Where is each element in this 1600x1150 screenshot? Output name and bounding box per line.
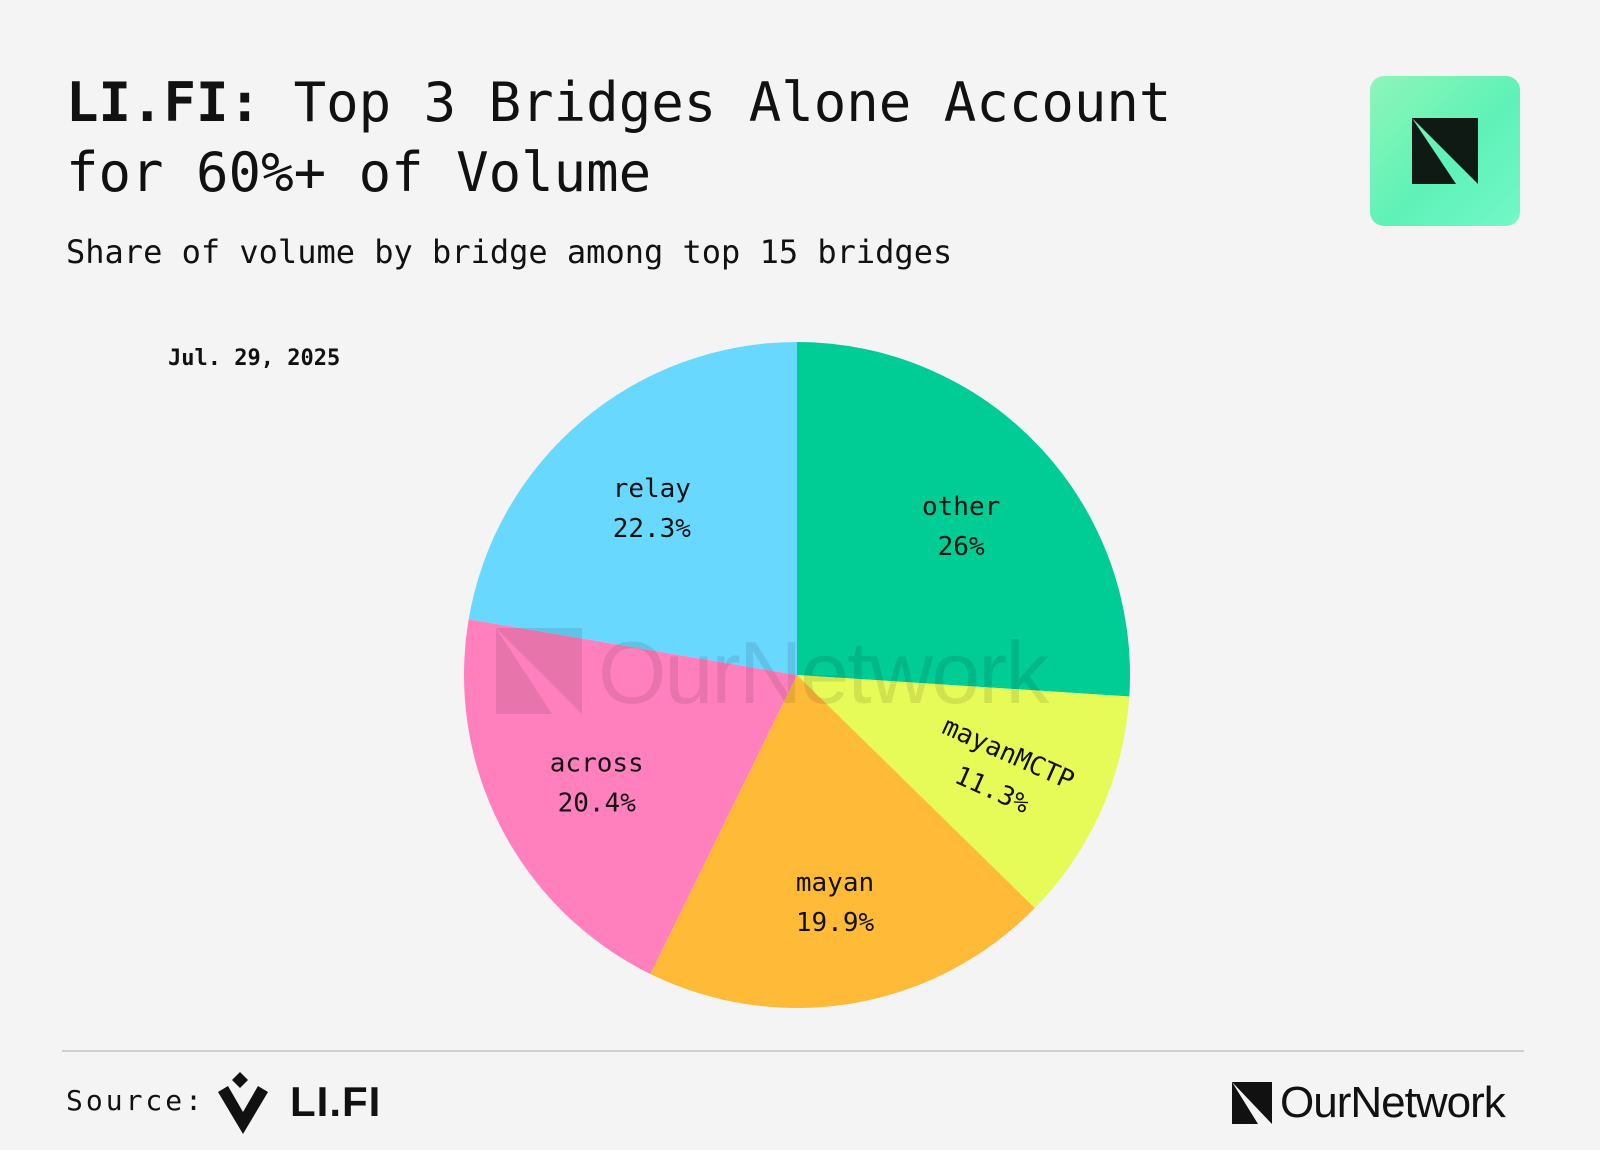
chart-date: Jul. 29, 2025 xyxy=(168,346,341,371)
pie-slice-across xyxy=(464,619,797,974)
chart-subtitle: Share of volume by bridge among top 15 b… xyxy=(66,233,953,271)
slice-value-relay: 22.3% xyxy=(613,514,692,544)
slice-label-group-relay: relay 22.3% xyxy=(613,474,692,544)
title-rest: Top 3 Bridges Alone Account for 60%+ of … xyxy=(66,71,1172,204)
pie-slice-mayan xyxy=(650,675,1035,1009)
ournetwork-badge xyxy=(1370,76,1520,226)
ournetwork-logo-icon xyxy=(1412,118,1478,184)
slice-value-across: 20.4% xyxy=(558,789,637,819)
slice-name-other: other xyxy=(922,492,1000,522)
title-bold: LI.FI: xyxy=(66,71,262,134)
ournetwork-footer-logo-icon xyxy=(1232,1082,1272,1124)
slice-label-group-mayan: mayan 19.9% xyxy=(796,868,875,938)
pie-slice-relay xyxy=(468,342,797,675)
pie-slice-mayanmctp xyxy=(797,675,1130,909)
slice-label-group-other: other 26% xyxy=(922,492,1000,562)
slice-name-relay: relay xyxy=(613,474,691,504)
source-label: Source: xyxy=(66,1084,206,1117)
slice-name-across: across xyxy=(550,749,644,779)
footer-divider xyxy=(62,1050,1524,1052)
pie-slice-other xyxy=(797,342,1130,697)
slice-name-mayan: mayan xyxy=(796,868,874,898)
slice-value-mayan: 19.9% xyxy=(796,908,875,938)
lifi-logo-icon xyxy=(218,1072,268,1134)
slice-label-group-across: across 20.4% xyxy=(550,749,644,819)
chart-title: LI.FI: Top 3 Bridges Alone Account for 6… xyxy=(66,68,1326,208)
source-name: LI.FI xyxy=(290,1078,382,1125)
slice-value-other: 26% xyxy=(938,532,985,562)
footer-brand-name: OurNetwork xyxy=(1280,1078,1506,1127)
